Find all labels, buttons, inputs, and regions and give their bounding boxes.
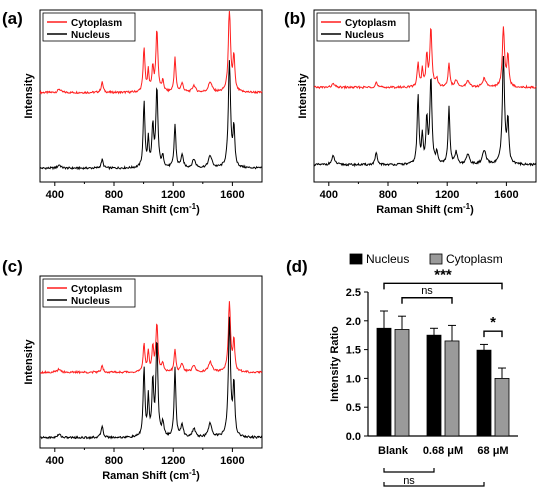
x-axis-label-main: Raman Shift (cm xyxy=(102,470,189,482)
x-tick-label: 1600 xyxy=(220,189,244,201)
x-axis-label: Raman Shift (cm-1) xyxy=(376,202,474,216)
panel-label: (b) xyxy=(284,9,306,28)
y-axis-label: Intensity xyxy=(297,73,309,119)
series-line-nucleus xyxy=(39,60,263,171)
x-tick-label: 800 xyxy=(105,455,123,467)
series-line-cytoplasm xyxy=(313,26,537,90)
y-tick-label: 0.0 xyxy=(346,431,361,443)
y-tick-label: 2.0 xyxy=(346,316,361,328)
bar-nucleus xyxy=(426,334,442,437)
significance-label: * xyxy=(490,314,496,331)
legend-label: Cytoplasm xyxy=(446,252,503,266)
x-axis-label: Raman Shift (cm-1) xyxy=(102,202,200,216)
category-label: 68 μM xyxy=(477,445,508,457)
significance-bracket xyxy=(383,482,485,487)
x-tick-label: 1200 xyxy=(161,455,185,467)
series-line-cytoplasm xyxy=(39,10,263,95)
series-line-nucleus xyxy=(313,55,537,168)
significance-bracket xyxy=(401,297,453,304)
legend-box xyxy=(42,12,136,42)
bar-nucleus xyxy=(376,327,392,437)
y-axis-label: Intensity xyxy=(23,73,35,119)
bar-cytoplasm xyxy=(494,377,510,437)
y-tick-label: 1.0 xyxy=(346,373,361,385)
x-tick-label: 1200 xyxy=(435,189,459,201)
significance-bracket xyxy=(383,282,503,290)
significance-label: ns xyxy=(421,285,433,297)
y-tick-label: 0.5 xyxy=(346,402,361,414)
x-tick-label: 400 xyxy=(320,189,338,201)
legend-label: Cytoplasm xyxy=(71,284,122,295)
bar-panel: (d) 0.0 0.5 1.0 1.5 2.0 2.5 Intensity Ratio Blan… xyxy=(286,252,518,490)
legend-swatch xyxy=(429,253,443,265)
bar-nucleus xyxy=(476,349,492,437)
x-tick-label: 1600 xyxy=(494,189,518,201)
plot-frame xyxy=(313,9,537,183)
plot-frame xyxy=(39,275,263,449)
panel-label: (c) xyxy=(2,257,23,276)
bar-cytoplasm xyxy=(444,340,460,437)
category-label: 0.68 μM xyxy=(423,445,463,457)
x-axis-label-sup: -1 xyxy=(189,468,197,477)
legend-box xyxy=(316,12,410,42)
x-axis-label-end: ) xyxy=(196,470,200,482)
bar-cytoplasm xyxy=(394,329,410,437)
significance-label: *** xyxy=(434,266,452,283)
y-axis-label: Intensity xyxy=(23,339,35,385)
x-axis-label-main: Raman Shift (cm xyxy=(376,204,463,216)
x-axis-label-end: ) xyxy=(470,204,474,216)
significance-bracket xyxy=(383,468,435,473)
legend-label: Nucleus xyxy=(366,252,409,266)
panel-label: (d) xyxy=(286,257,308,276)
spectrum-panel: (a) 400 800 1200 1600 Raman Shift (cm-1) Inten… xyxy=(2,9,263,216)
significance-bracket xyxy=(483,330,503,338)
significance-label: ns xyxy=(403,475,415,487)
spectrum-panel: (c) 400 800 1200 1600 Raman Shift (cm-1) Inten… xyxy=(2,257,263,482)
panel-label: (a) xyxy=(2,9,23,28)
x-axis-label: Raman Shift (cm-1) xyxy=(102,468,200,482)
legend-swatch xyxy=(349,253,363,265)
legend-label: Nucleus xyxy=(71,30,110,41)
x-axis-label-main: Raman Shift (cm xyxy=(102,204,189,216)
legend-label: Cytoplasm xyxy=(71,18,122,29)
x-axis-label-sup: -1 xyxy=(189,202,197,211)
series-line-cytoplasm xyxy=(39,301,263,375)
series-line-nucleus xyxy=(39,316,263,440)
x-tick-label: 800 xyxy=(105,189,123,201)
y-tick-label: 1.5 xyxy=(346,345,361,357)
category-label: Blank xyxy=(378,445,409,457)
x-tick-label: 400 xyxy=(46,455,64,467)
x-tick-label: 1600 xyxy=(220,455,244,467)
y-tick-label: 2.5 xyxy=(346,287,361,299)
y-axis-label: Intensity Ratio xyxy=(329,326,341,402)
legend-label: Nucleus xyxy=(345,30,384,41)
legend-label: Cytoplasm xyxy=(345,18,396,29)
spectrum-panel: (b) 400 800 1200 1600 Raman Shift (cm-1) Inten… xyxy=(284,9,537,216)
legend-label: Nucleus xyxy=(71,296,110,307)
plot-frame xyxy=(39,9,263,183)
x-axis-label-sup: -1 xyxy=(463,202,471,211)
x-axis-label-end: ) xyxy=(196,204,200,216)
legend-box xyxy=(42,278,136,308)
x-tick-label: 400 xyxy=(46,189,64,201)
x-tick-label: 1200 xyxy=(161,189,185,201)
x-tick-label: 800 xyxy=(379,189,397,201)
